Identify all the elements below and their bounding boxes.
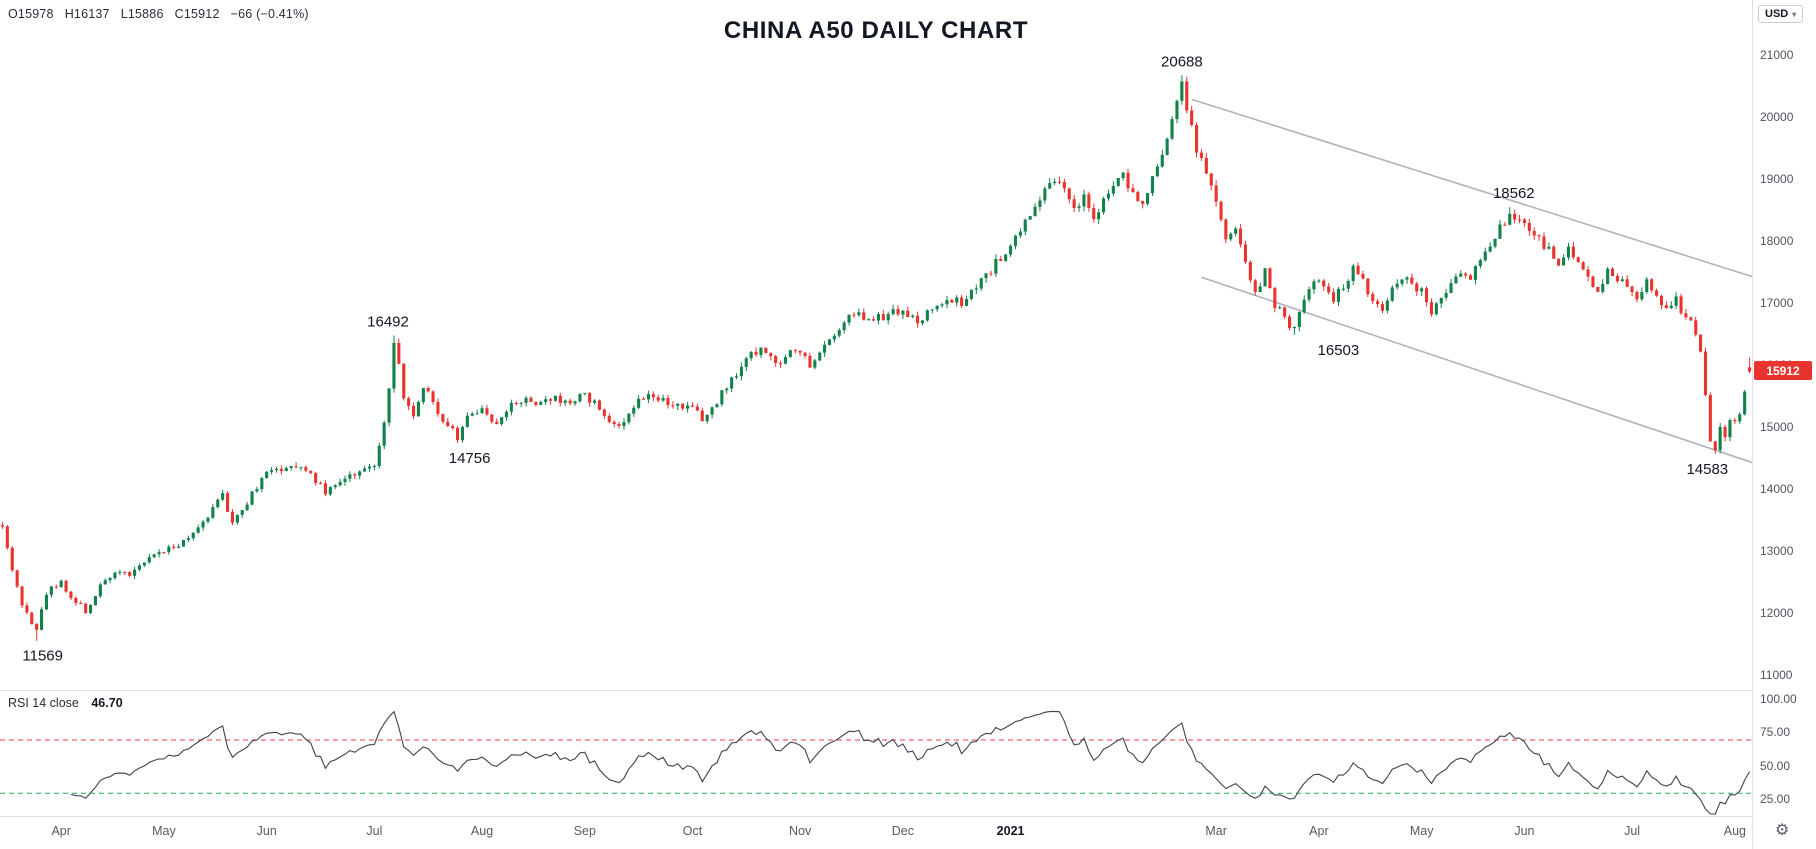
price-annotation: 14756	[449, 450, 491, 467]
time-axis-label: May	[152, 824, 176, 838]
price-scale[interactable]: USD ▾ 2100020000190001800017000160001500…	[1752, 0, 1816, 849]
price-annotation: 16492	[367, 314, 409, 331]
price-annotation: 20688	[1161, 53, 1203, 70]
rsi-tick-label: 75.00	[1760, 725, 1791, 740]
chevron-down-icon: ▾	[1792, 9, 1797, 19]
price-tick-label: 14000	[1760, 482, 1794, 496]
price-annotation: 14583	[1686, 461, 1728, 478]
price-annotation: 11569	[22, 648, 63, 665]
time-axis-label: Sep	[573, 824, 596, 838]
time-axis-label: Dec	[891, 824, 915, 838]
last-price-badge: 15912	[1754, 361, 1812, 381]
time-axis-label: 2021	[996, 824, 1025, 838]
price-annotation: 16503	[1318, 342, 1360, 359]
price-tick-label: 20000	[1760, 110, 1794, 124]
time-axis-label: Jul	[366, 824, 383, 838]
time-axis-label: Nov	[789, 824, 812, 838]
rsi-tick-label: 25.00	[1760, 792, 1791, 806]
legend-close: C15912	[174, 7, 220, 21]
price-tick-label: 12000	[1760, 606, 1794, 620]
pane-separator	[0, 690, 1816, 691]
legend-high: H16137	[64, 7, 110, 21]
legend-low: L15886	[120, 7, 164, 21]
time-axis-label: Jun	[256, 824, 277, 838]
price-annotation: 18562	[1493, 185, 1535, 202]
time-axis-label: Apr	[1309, 824, 1329, 838]
rsi-line	[70, 710, 1751, 815]
trendline[interactable]	[1191, 98, 1752, 278]
time-axis-label: Apr	[51, 824, 71, 838]
settings-gear-icon[interactable]: ⚙	[1775, 822, 1790, 839]
price-tick-label: 21000	[1760, 48, 1794, 62]
price-tick-label: 15000	[1760, 420, 1794, 434]
price-chart-canvas[interactable]: 11569 16492 14756 20688 16503 18562 14583	[0, 0, 1752, 690]
time-axis-label: Aug	[1723, 824, 1746, 838]
chart-title: CHINA A50 DAILY CHART	[723, 17, 1029, 44]
rsi-value: 46.70	[91, 696, 123, 710]
time-axis[interactable]: Apr May Jun Jul Aug Sep Oct Nov Dec 2021 Mar Apr May…	[0, 816, 1752, 849]
rsi-chart-canvas[interactable]	[0, 690, 1752, 816]
ohlc-legend: O15978 H16137 L15886 C15912 −66 (−0.41%)	[8, 7, 309, 21]
legend-open: O15978	[8, 7, 54, 21]
currency-selector[interactable]: USD ▾	[1758, 5, 1804, 23]
price-tick-label: 19000	[1760, 172, 1794, 186]
rsi-label: RSI 14 close	[8, 696, 79, 710]
price-tick-label: 17000	[1760, 296, 1794, 310]
price-tick-label: 11000	[1760, 668, 1793, 682]
time-axis-label: Jul	[1624, 824, 1641, 838]
rsi-legend: RSI 14 close 46.70	[8, 696, 123, 710]
price-tick-label: 18000	[1760, 234, 1794, 248]
time-axis-label: Mar	[1205, 824, 1227, 838]
currency-label: USD	[1765, 8, 1789, 20]
legend-change: −66 (−0.41%)	[230, 7, 309, 21]
time-axis-label: Aug	[470, 824, 494, 838]
price-tick-label: 13000	[1760, 544, 1794, 558]
time-axis-label: May	[1409, 824, 1434, 838]
time-axis-label: Jun	[1514, 824, 1535, 838]
trendline[interactable]	[1201, 276, 1752, 464]
time-axis-label: Oct	[682, 824, 703, 838]
time-axis-separator	[0, 816, 1816, 817]
rsi-tick-label: 100.00	[1760, 692, 1797, 706]
rsi-tick-label: 50.00	[1760, 758, 1791, 773]
